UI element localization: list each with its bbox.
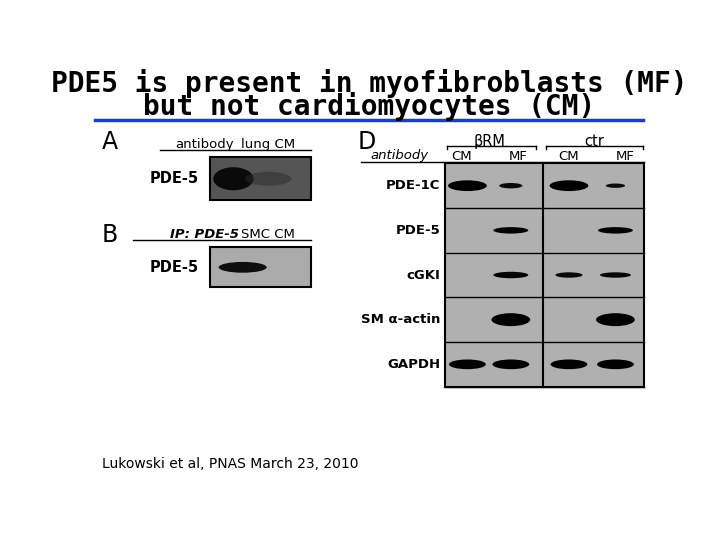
Bar xyxy=(543,164,644,208)
Ellipse shape xyxy=(219,262,266,273)
Text: PDE-5: PDE-5 xyxy=(395,224,441,237)
Text: A: A xyxy=(102,130,118,154)
Ellipse shape xyxy=(598,227,633,234)
Text: B: B xyxy=(102,222,118,247)
Ellipse shape xyxy=(597,360,634,369)
Text: but not cardiomyocytes (CM): but not cardiomyocytes (CM) xyxy=(143,92,595,121)
Ellipse shape xyxy=(449,360,486,369)
Text: PDE5 is present in myofibroblasts (MF): PDE5 is present in myofibroblasts (MF) xyxy=(50,69,688,98)
Ellipse shape xyxy=(493,272,528,278)
Text: GAPDH: GAPDH xyxy=(387,358,441,371)
Text: IP: PDE-5: IP: PDE-5 xyxy=(170,228,239,241)
Text: PDE-5: PDE-5 xyxy=(149,171,199,186)
Bar xyxy=(543,253,644,298)
Ellipse shape xyxy=(555,272,582,278)
Text: antibody: antibody xyxy=(176,138,234,151)
Ellipse shape xyxy=(549,180,588,191)
Text: CM: CM xyxy=(451,150,472,163)
Ellipse shape xyxy=(245,172,292,186)
Text: cGKI: cGKI xyxy=(406,268,441,281)
Text: SMC CM: SMC CM xyxy=(241,228,295,241)
Ellipse shape xyxy=(492,360,529,369)
Bar xyxy=(445,208,543,253)
Ellipse shape xyxy=(606,184,625,188)
Bar xyxy=(445,342,543,387)
FancyBboxPatch shape xyxy=(210,157,311,200)
Ellipse shape xyxy=(596,313,635,326)
Ellipse shape xyxy=(492,313,530,326)
Bar xyxy=(445,298,543,342)
Text: MF: MF xyxy=(508,150,527,163)
Ellipse shape xyxy=(493,227,528,234)
Text: MF: MF xyxy=(616,150,634,163)
Text: D: D xyxy=(357,130,376,154)
Ellipse shape xyxy=(551,360,588,369)
Bar xyxy=(543,342,644,387)
Ellipse shape xyxy=(448,180,487,191)
Text: ctr: ctr xyxy=(584,134,603,149)
Bar xyxy=(543,208,644,253)
Ellipse shape xyxy=(499,183,523,188)
Bar xyxy=(445,253,543,298)
Text: PDE-1C: PDE-1C xyxy=(386,179,441,192)
Text: PDE-5: PDE-5 xyxy=(149,260,199,275)
Text: SM α-actin: SM α-actin xyxy=(361,313,441,326)
Text: CM: CM xyxy=(559,150,580,163)
Ellipse shape xyxy=(600,272,631,278)
Ellipse shape xyxy=(213,167,253,190)
Bar xyxy=(445,164,543,208)
FancyBboxPatch shape xyxy=(210,247,311,287)
Text: βRM: βRM xyxy=(473,134,505,149)
Text: lung CM: lung CM xyxy=(241,138,295,151)
Bar xyxy=(543,298,644,342)
Text: Lukowski et al, PNAS March 23, 2010: Lukowski et al, PNAS March 23, 2010 xyxy=(102,457,358,471)
Text: antibody: antibody xyxy=(371,150,429,163)
